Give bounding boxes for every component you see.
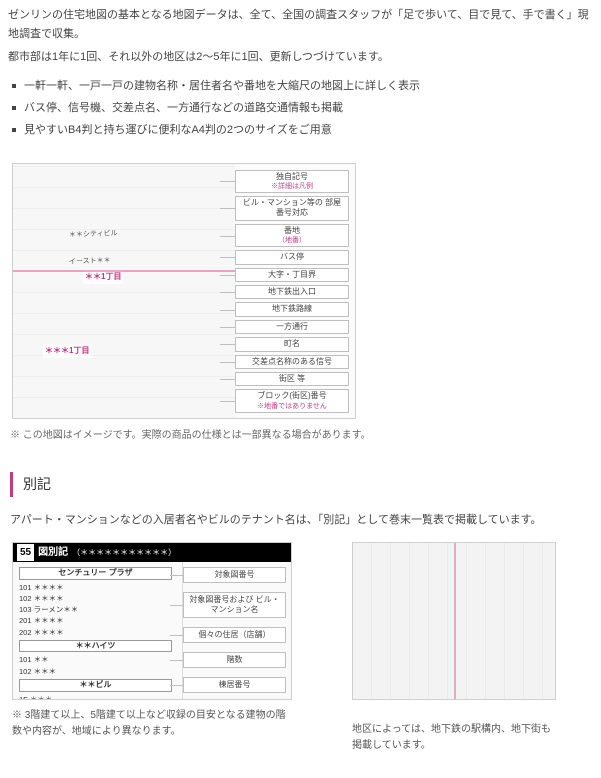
list-item: 101 ＊＊＊＊	[19, 583, 178, 593]
map-road-label: ＊＊＊1丁目	[43, 344, 91, 358]
legend-label: 街区 等	[279, 374, 305, 383]
legend-sublabel: （地番）	[240, 236, 344, 245]
bekki-tag: 個々の住居（店舗）	[183, 627, 286, 643]
list-item: 102 ＊＊＊＊	[19, 594, 178, 604]
legend-item: 独自記号※詳細は凡例	[235, 170, 349, 193]
legend-item: ブロック(街区)番号 ※地番ではありません	[235, 389, 349, 412]
feature-item: 見やすいB4判と持ち運びに便利なA4判の2つのサイズをご用意	[12, 121, 593, 140]
list-item: 201 ＊＊＊＊	[19, 616, 178, 626]
map-building-label: イースト＊＊	[69, 255, 111, 269]
legend-sublabel: ※詳細は凡例	[240, 182, 344, 191]
two-column: 55 図別記 （＊＊＊＊＊＊＊＊＊＊＊） センチュリー プラザ 101 ＊＊＊＊…	[12, 542, 593, 754]
bekki-header-text: 図別記	[38, 544, 68, 562]
legend-label: ブロック(街区)番号	[257, 391, 326, 400]
underground-map-panel	[352, 542, 556, 700]
bekki-tags: 対象図番号 対象図番号および ビル・マンション名 個々の住居（店舗） 階数 棟居…	[183, 562, 291, 700]
feature-item: バス停、信号機、交差点名、一方通行などの道路交通情報も掲載	[12, 99, 593, 118]
intro-line-2: 都市部は1年に1回、それ以外の地区は2～5年に1回、更新しつづけています。	[8, 48, 593, 67]
list-item: 1F ＊＊＊	[19, 695, 178, 700]
legend-item: バス停	[235, 250, 349, 264]
legend-label: バス停	[280, 252, 304, 261]
feature-item: 一軒一軒、一戸一戸の建物名称・居住者名や番地を大縮尺の地図上に詳しく表示	[12, 77, 593, 96]
map-building-label: ＊＊シティビル	[69, 228, 118, 242]
legend-item: 一方通行	[235, 320, 349, 334]
bekki-group-title: ＊＊ハイツ	[19, 640, 172, 653]
legend-label: 大字・丁目界	[268, 270, 316, 279]
legend-item: 町名	[235, 337, 349, 351]
section-lead: アパート・マンションなどの入居者名やビルのテナント名は、「別記」として巻末一覧表…	[10, 511, 593, 530]
bekki-tag: 対象図番号	[183, 567, 286, 583]
map-legend: 独自記号※詳細は凡例 ビル・マンション等の 部屋番号対応 番地（地番） バス停 …	[235, 164, 355, 418]
legend-label: 地下鉄出入口	[268, 287, 316, 296]
legend-label: 一方通行	[276, 322, 308, 331]
bekki-list: センチュリー プラザ 101 ＊＊＊＊ 102 ＊＊＊＊ 103 ラーメン＊＊ …	[13, 562, 183, 700]
legend-label: 独自記号	[276, 172, 308, 181]
bekki-header-tail: （＊＊＊＊＊＊＊＊＊＊＊）	[72, 546, 176, 560]
legend-item: 交差点名称のある信号	[235, 355, 349, 369]
list-item: 202 ＊＊＊＊	[19, 628, 178, 638]
legend-label: 地下鉄路線	[272, 304, 312, 313]
legend-label: ビル・マンション等の 部屋番号対応	[243, 198, 341, 217]
legend-label: 町名	[284, 339, 300, 348]
bekki-header-num: 55	[17, 544, 34, 562]
legend-label: 番地	[284, 226, 300, 235]
legend-item: 地下鉄出入口	[235, 285, 349, 299]
intro-line-1: ゼンリンの住宅地図の基本となる地図データは、全て、全国の調査スタッフが「足で歩い…	[8, 6, 593, 45]
bekki-panel: 55 図別記 （＊＊＊＊＊＊＊＊＊＊＊） センチュリー プラザ 101 ＊＊＊＊…	[12, 542, 292, 700]
left-caption: ※ 3階建て以上、5階建て以上など収録の目安となる建物の階数や内容が、地域により…	[12, 708, 292, 740]
bekki-group-title: センチュリー プラザ	[19, 567, 172, 580]
legend-item: 街区 等	[235, 372, 349, 386]
column-left: 55 図別記 （＊＊＊＊＊＊＊＊＊＊＊） センチュリー プラザ 101 ＊＊＊＊…	[12, 542, 292, 740]
legend-sublabel: ※地番ではありません	[240, 402, 344, 411]
section-heading: 別記	[10, 472, 593, 497]
bekki-tag: 棟居番号	[183, 677, 286, 693]
bekki-header: 55 図別記 （＊＊＊＊＊＊＊＊＊＊＊）	[13, 543, 291, 563]
map-canvas: ＊＊1丁目 ＊＊＊1丁目 ＊＊シティビル イースト＊＊	[13, 164, 235, 418]
legend-item: 番地（地番）	[235, 224, 349, 247]
bekki-tag: 階数	[183, 652, 286, 668]
map-image: ＊＊1丁目 ＊＊＊1丁目 ＊＊シティビル イースト＊＊ 独自記号※詳細は凡例 ビ…	[12, 163, 356, 419]
legend-item: 大字・丁目界	[235, 268, 349, 282]
map-road-label: ＊＊1丁目	[83, 270, 123, 284]
bekki-group-title: ＊＊ビル	[19, 679, 172, 692]
list-item: 103 ラーメン＊＊	[19, 605, 178, 615]
legend-label: 交差点名称のある信号	[252, 357, 332, 366]
feature-list: 一軒一軒、一戸一戸の建物名称・居住者名や番地を大縮尺の地図上に詳しく表示 バス停…	[12, 77, 593, 141]
bekki-tag: 対象図番号および ビル・マンション名	[183, 592, 286, 618]
legend-item: ビル・マンション等の 部屋番号対応	[235, 196, 349, 221]
list-item: 102 ＊＊＊	[19, 667, 178, 677]
map-note: ※ この地図はイメージです。実際の商品の仕様とは一部異なる場合があります。	[10, 427, 593, 445]
legend-item: 地下鉄路線	[235, 302, 349, 316]
list-item: 101 ＊＊	[19, 655, 178, 665]
column-right: 地区によっては、地下鉄の駅構内、地下街も掲載しています。	[352, 542, 556, 754]
map-figure: ＊＊1丁目 ＊＊＊1丁目 ＊＊シティビル イースト＊＊ 独自記号※詳細は凡例 ビ…	[12, 163, 356, 419]
right-caption: 地区によっては、地下鉄の駅構内、地下街も掲載しています。	[352, 722, 556, 754]
intro-block: ゼンリンの住宅地図の基本となる地図データは、全て、全国の調査スタッフが「足で歩い…	[8, 6, 593, 67]
